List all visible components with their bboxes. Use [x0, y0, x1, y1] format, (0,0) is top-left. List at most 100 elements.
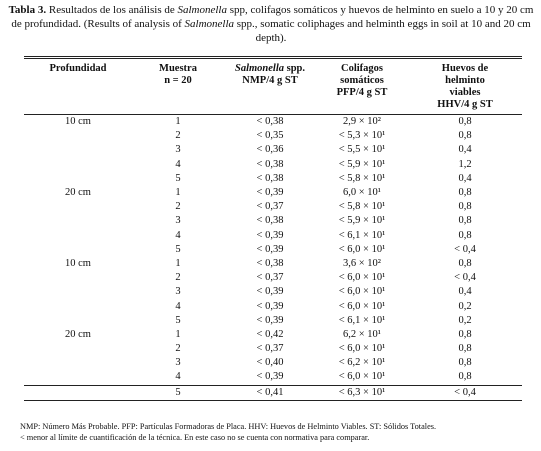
footnotes: NMP: Número Más Probable. PFP: Partícula…: [20, 421, 535, 443]
table-cell: 1: [175, 328, 181, 340]
table-cell: < 5,5 × 10¹: [338, 144, 386, 156]
table-row: 5 < 0,39 < 6,0 × 10¹ < 0,4: [24, 243, 522, 257]
table-row: 3 < 0,36 < 5,5 × 10¹ 0,4: [24, 143, 522, 157]
table-cell: 1: [175, 257, 181, 269]
depth-cell: [24, 299, 132, 313]
depth-cell: 20 cm: [65, 187, 91, 199]
depth-cell: [24, 370, 132, 385]
table-row: 3 < 0,38 < 5,9 × 10¹ 0,8: [24, 214, 522, 228]
table-cell: 5: [175, 243, 181, 255]
depth-cell: [24, 314, 132, 328]
header-cell: Muestra n = 20: [132, 58, 224, 115]
table-cell: 3: [175, 286, 181, 298]
table-row: 2 < 0,37 < 5,8 × 10¹ 0,8: [24, 200, 522, 214]
caption-label: Tabla 3.: [8, 4, 47, 16]
table-cell: 3: [175, 215, 181, 227]
table-cell: < 0,41: [256, 386, 284, 398]
table-cell: < 0,38: [256, 257, 284, 269]
table-cell: 6,0 × 10¹: [343, 187, 381, 199]
header-line: PFP/4 g ST: [336, 87, 388, 98]
table-cell: 0,8: [458, 328, 472, 340]
table-cell: 0,8: [458, 215, 472, 227]
table-cell: 4: [175, 158, 181, 170]
header-line: viables: [449, 87, 481, 98]
depth-cell: [24, 342, 132, 356]
table-cell: 0,8: [458, 201, 472, 213]
table-cell: 3: [175, 144, 181, 156]
table-cell: 4: [175, 300, 181, 312]
depth-cell: [24, 200, 132, 214]
table-cell: < 0,35: [256, 130, 284, 142]
table-cell: 0,8: [458, 257, 472, 269]
header-cell: Colifagos somáticos PFP/4 g ST: [316, 58, 408, 115]
table-cell: 0,8: [458, 187, 472, 199]
table-row: 2 < 0,37 < 6,0 × 10¹ 0,8: [24, 342, 522, 356]
footnote: NMP: Número Más Probable. PFP: Partícula…: [20, 422, 437, 431]
depth-cell: [24, 385, 132, 400]
header-line: somáticos: [340, 75, 384, 86]
table-row: 4 < 0,39 < 6,1 × 10¹ 0,8: [24, 229, 522, 243]
table-cell: 4: [175, 229, 181, 241]
table-cell: < 0,39: [256, 229, 284, 241]
table-cell: 5: [175, 314, 181, 326]
table-cell: 5: [175, 172, 181, 184]
caption: Tabla 3. Resultados de los análisis de S…: [6, 3, 536, 45]
header-italic: Salmonella: [234, 63, 284, 74]
table-cell: < 6,1 × 10¹: [338, 314, 386, 326]
table-row: 5 < 0,38 < 5,8 × 10¹ 0,4: [24, 172, 522, 186]
table-cell: 0,2: [458, 314, 472, 326]
table-cell: < 0,37: [256, 272, 284, 284]
header-row: Profundidad Muestra n = 20 Salmonella spp…: [24, 57, 522, 115]
table-row: 10 cm 1 < 0,38 3,6 × 10² 0,8: [24, 257, 522, 271]
table-cell: 0,8: [458, 357, 472, 369]
table-cell: < 5,9 × 10¹: [338, 158, 386, 170]
table-cell: < 0,39: [256, 371, 284, 383]
table-row: 4 < 0,39 < 6,0 × 10¹ 0,8: [24, 370, 522, 385]
header-cell: Profundidad: [24, 58, 132, 115]
table-cell: < 0,39: [256, 314, 284, 326]
table-cell: < 5,3 × 10¹: [338, 130, 386, 142]
table-cell: 2: [175, 130, 181, 142]
depth-cell: 20 cm: [65, 328, 91, 340]
header-line: n = 20: [164, 75, 192, 86]
table-cell: < 0,37: [256, 201, 284, 213]
header-text: spp.: [286, 63, 306, 74]
table-cell: 2: [175, 201, 181, 213]
table-cell: 1,2: [458, 158, 472, 170]
table-cell: < 0,38: [256, 158, 284, 170]
header-line: helminto: [445, 75, 485, 86]
table-cell: < 5,8 × 10¹: [338, 201, 386, 213]
table-cell: 3: [175, 357, 181, 369]
table-cell: 0,2: [458, 300, 472, 312]
table-cell: 6,2 × 10¹: [343, 328, 381, 340]
table-cell: < 5,8 × 10¹: [338, 172, 386, 184]
depth-cell: [24, 285, 132, 299]
table-cell: 0,8: [458, 116, 472, 128]
table-cell: < 0,38: [256, 215, 284, 227]
table-cell: < 6,0 × 10¹: [338, 243, 386, 255]
table-cell: < 6,0 × 10¹: [338, 371, 386, 383]
depth-cell: [24, 243, 132, 257]
table-cell: 1: [175, 116, 181, 128]
header-line: NMP/4 g ST: [242, 75, 298, 86]
table-cell: < 6,0 × 10¹: [338, 343, 386, 355]
table-cell: 0,8: [458, 371, 472, 383]
table-cell: 1: [175, 187, 181, 199]
caption-italic: Salmonella: [177, 4, 227, 16]
table-cell: 2: [175, 272, 181, 284]
caption-text: Resultados de los análisis de: [48, 4, 175, 16]
table-cell: 3,6 × 10²: [343, 257, 381, 269]
depth-cell: [24, 271, 132, 285]
table-cell: < 0,39: [256, 187, 284, 199]
results-table: Profundidad Muestra n = 20 Salmonella spp…: [24, 56, 522, 401]
table-cell: < 0,40: [256, 357, 284, 369]
table-cell: < 0,37: [256, 343, 284, 355]
depth-cell: [24, 172, 132, 186]
table-row: 20 cm 1 < 0,42 6,2 × 10¹ 0,8: [24, 328, 522, 342]
table-cell: 5: [175, 386, 181, 398]
header-line: Muestra: [159, 63, 197, 74]
footnote: < menor al límite de cuantificación de l…: [20, 433, 370, 442]
caption-italic: Salmonella: [184, 18, 235, 30]
table-cell: 0,8: [458, 343, 472, 355]
